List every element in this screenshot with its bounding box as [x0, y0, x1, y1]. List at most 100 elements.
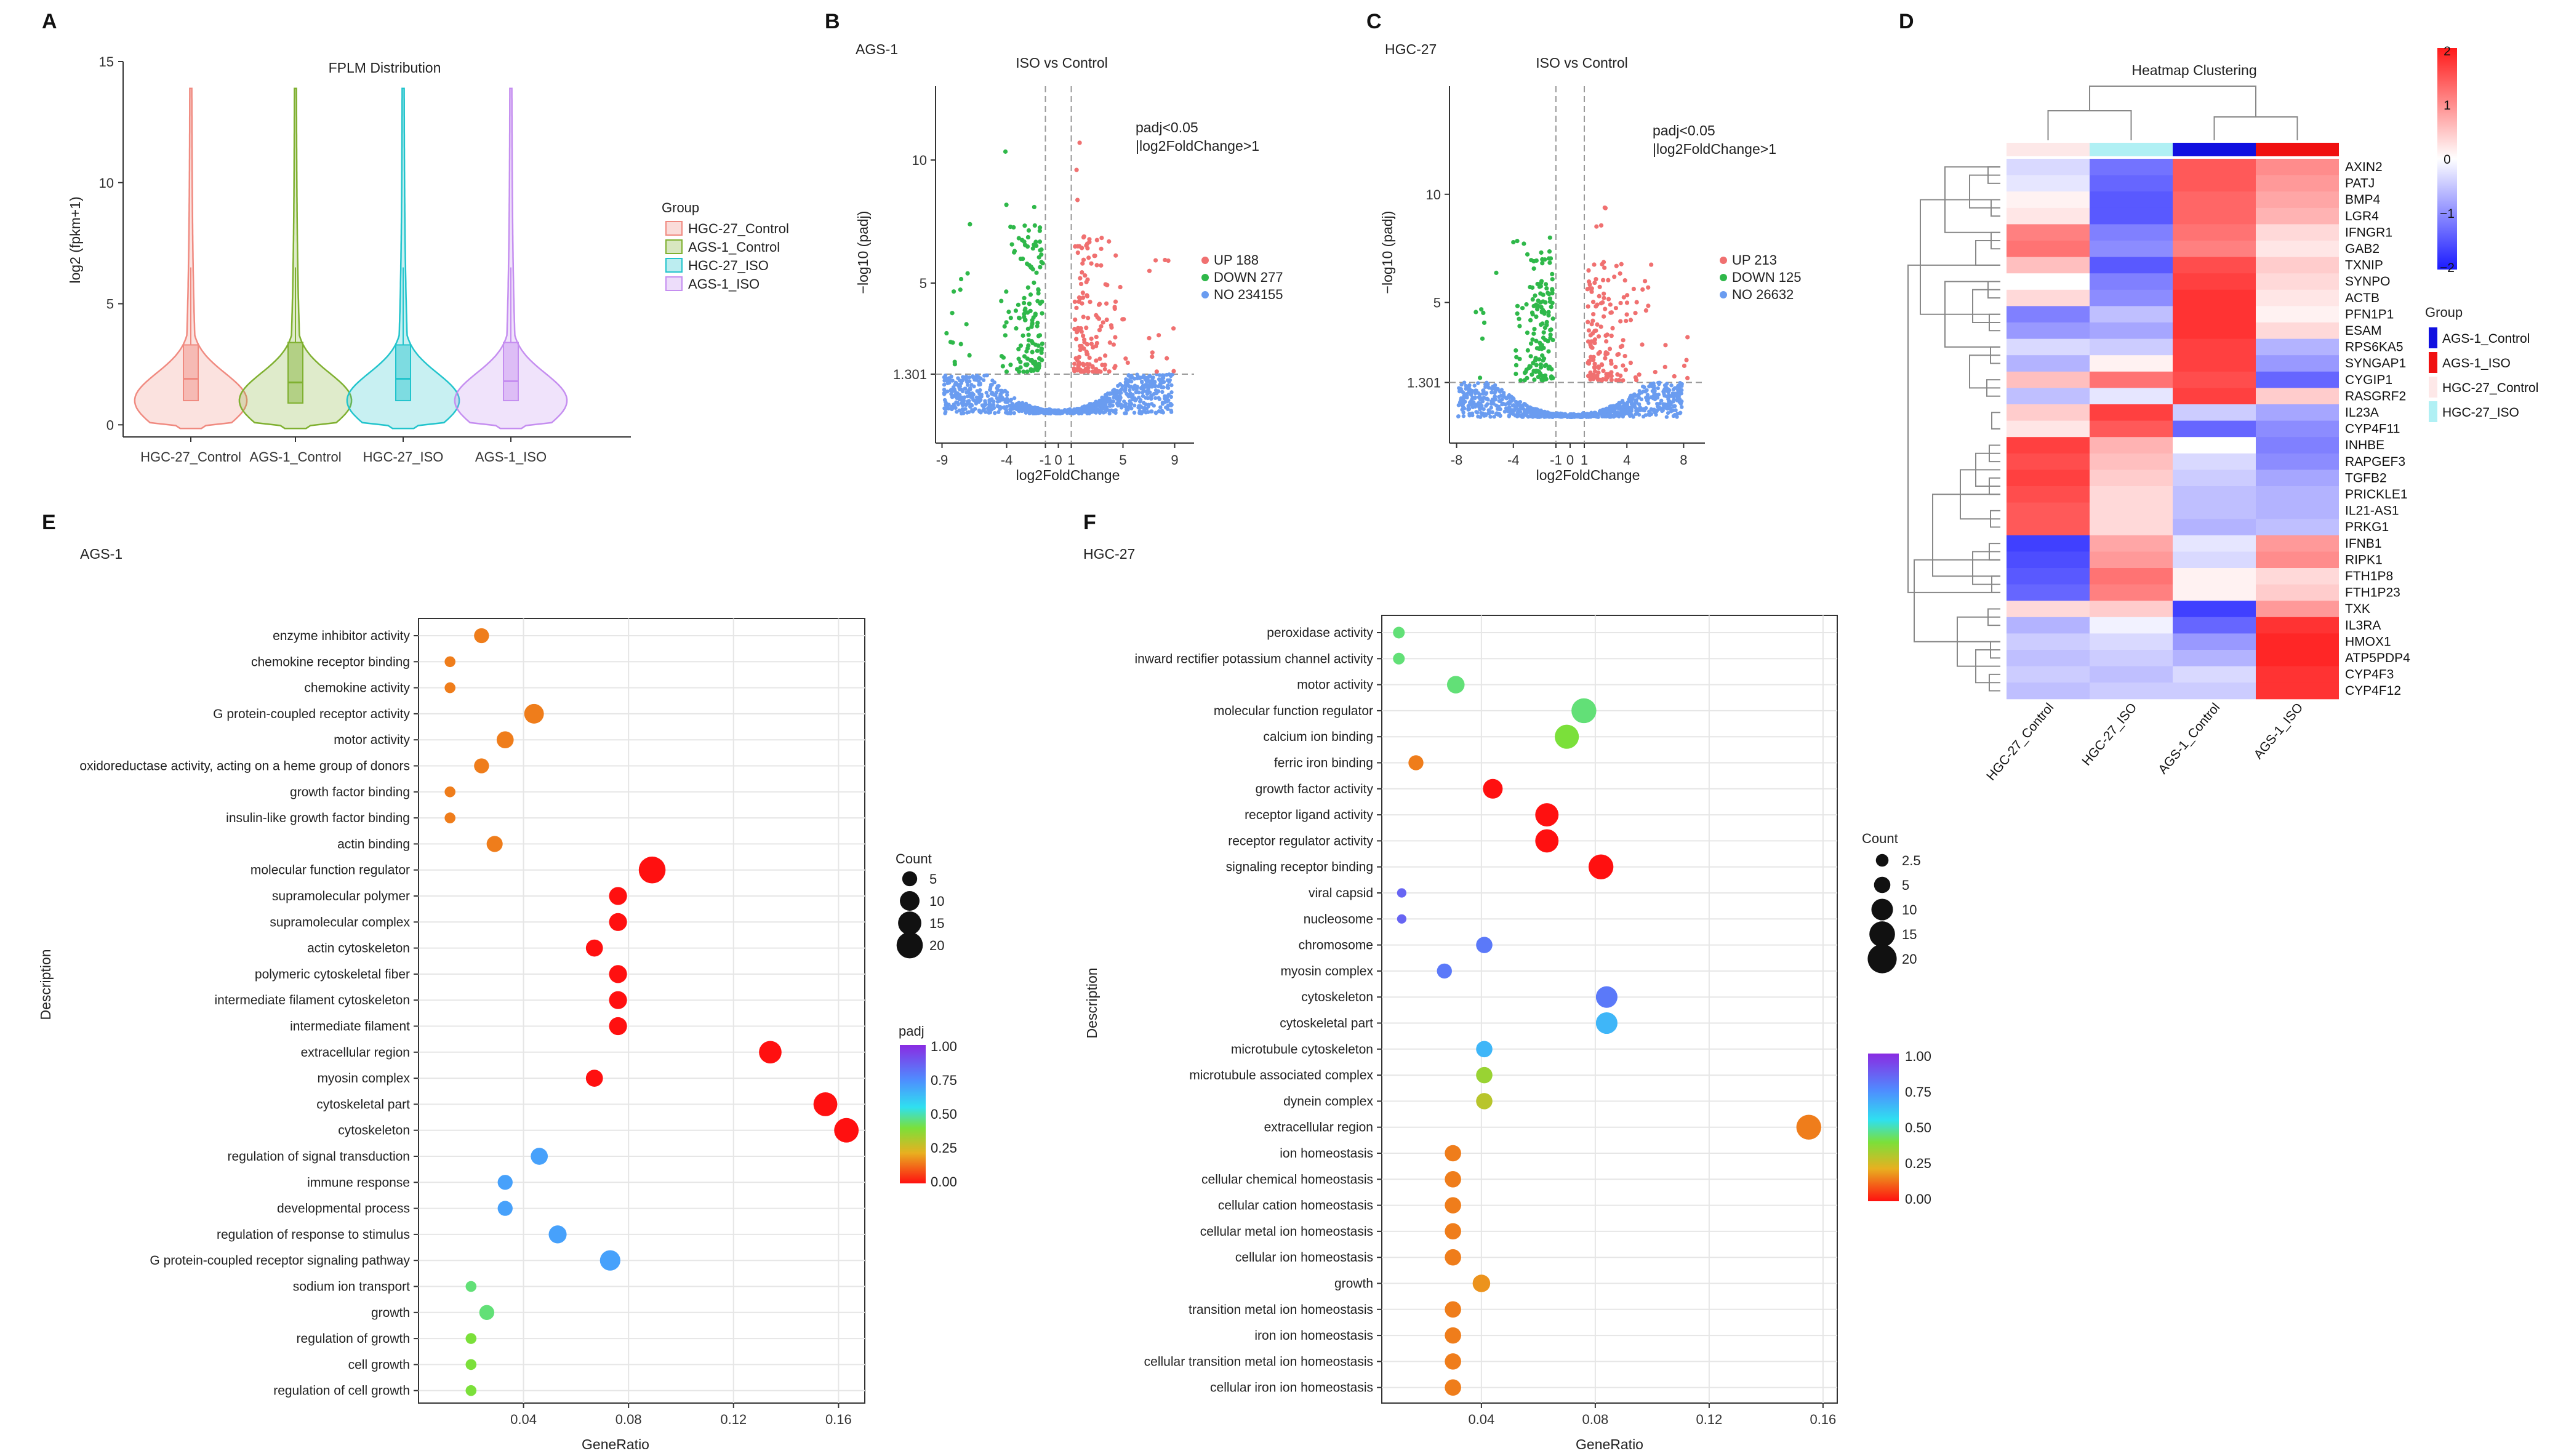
dotplot-x-tick-label: 0.08	[615, 1412, 642, 1427]
volcano-point-up	[1594, 277, 1598, 282]
dotplot-point-chemokine-receptor-binding	[444, 656, 455, 668]
violin-box-ags-1-iso	[503, 342, 519, 401]
heatmap-cell	[2007, 224, 2090, 241]
volcano-point-no	[1481, 407, 1486, 412]
dotplot-point-sodium-ion-transport	[465, 1281, 477, 1292]
volcano-point-up	[1606, 297, 1611, 302]
volcano-point-down	[1004, 289, 1009, 294]
volcano-point-down	[1530, 337, 1535, 342]
volcano-point-down	[1511, 239, 1516, 245]
volcano-point-down	[1530, 310, 1535, 315]
heatmap-cell	[2256, 338, 2339, 356]
volcano-point-down	[1514, 354, 1519, 359]
dotplot-point-viral-capsid	[1397, 888, 1406, 898]
volcano-point-up	[1150, 350, 1155, 355]
dotplot-point-polymeric-cytoskeletal-fiber	[609, 965, 627, 983]
dotplot-term-label: developmental process	[277, 1202, 410, 1216]
volcano-point-no	[1139, 375, 1143, 380]
violin-ags-1-control	[238, 87, 353, 430]
volcano-point-no	[1501, 391, 1506, 395]
volcano-point-no	[1528, 408, 1532, 412]
volcano-point-no	[1160, 376, 1165, 380]
heatmap-row-dendrogram	[1969, 354, 2000, 389]
volcano-point-down	[1522, 378, 1527, 383]
heatmap-column-dendrogram	[2213, 116, 2298, 140]
volcano-point-no	[1136, 406, 1141, 410]
dotplot-e-y-label: Description	[38, 949, 54, 1020]
heatmap-cell	[2173, 420, 2256, 438]
volcano-point-down	[1549, 305, 1554, 310]
volcano-point-up	[1602, 295, 1606, 300]
volcano-point-down	[1550, 271, 1555, 277]
violin-legend-key	[665, 276, 683, 291]
volcano-point-no	[1139, 379, 1144, 384]
volcano-point-down	[1538, 300, 1543, 305]
dotplot-term-label: ferric iron binding	[1274, 756, 1373, 770]
dotplot-point-cellular-cation-homeostasis	[1445, 1197, 1461, 1214]
dotplot-term-label: extracellular region	[301, 1046, 410, 1060]
dotplot-point-dynein-complex	[1476, 1093, 1493, 1110]
volcano-point-no	[1500, 397, 1504, 402]
volcano-point-up	[1602, 314, 1606, 319]
volcano-point-no	[1637, 389, 1642, 393]
volcano-point-up	[1589, 322, 1594, 327]
volcano-point-no	[1137, 399, 1142, 404]
heatmap-cell	[2090, 224, 2173, 241]
volcano-point-no	[1027, 408, 1032, 412]
dotplot-point-growth-factor-binding	[444, 786, 455, 798]
volcano-point-no	[1581, 410, 1586, 415]
volcano-point-up	[1107, 340, 1112, 345]
dotplot-x-tick-label: 0.04	[1468, 1412, 1494, 1427]
volcano-point-no	[983, 399, 987, 403]
heatmap-cell	[2173, 601, 2256, 618]
volcano-point-no	[1123, 411, 1127, 415]
volcano-point-up	[1607, 346, 1613, 351]
volcano-point-up	[1087, 355, 1092, 361]
panel-label-f: F	[1083, 511, 1096, 534]
volcano-point-up	[1081, 334, 1086, 338]
heatmap-cell	[2256, 666, 2339, 683]
heatmap-gene-label: IFNGR1	[2345, 225, 2392, 239]
heatmap-cell	[2090, 584, 2173, 601]
heatmap-cell	[2090, 682, 2173, 700]
volcano-point-no	[1555, 411, 1560, 415]
volcano-point-no	[1068, 410, 1072, 415]
volcano-point-no	[1150, 402, 1154, 406]
heatmap-cell	[2256, 207, 2339, 225]
volcano-point-down	[1004, 369, 1009, 374]
volcano-point-up	[1163, 257, 1168, 263]
heatmap-cell	[2256, 322, 2339, 340]
volcano-point-up	[1083, 273, 1088, 278]
volcano-point-no	[1474, 388, 1478, 393]
dotplot-point-ion-homeostasis	[1445, 1145, 1461, 1162]
volcano-point-no	[1654, 412, 1658, 417]
heatmap-column-label: AGS-1_ISO	[2251, 700, 2306, 762]
volcano-point-up	[1592, 361, 1597, 366]
volcano-point-no	[995, 396, 1000, 401]
volcano-point-down	[1533, 358, 1538, 363]
volcano-point-down	[1028, 292, 1033, 297]
volcano-point-down	[1520, 306, 1525, 311]
volcano-point-up	[1077, 362, 1082, 367]
dotplot-point-motor-activity	[1446, 676, 1465, 694]
volcano-point-no	[1051, 409, 1056, 414]
volcano-point-down	[1517, 324, 1522, 329]
volcano-point-up	[1157, 333, 1161, 338]
dotplot-term-label: chromosome	[1299, 938, 1373, 953]
volcano-point-no	[1477, 405, 1481, 409]
heatmap-cell	[2256, 584, 2339, 601]
volcano-point-down	[1004, 202, 1009, 207]
volcano-point-up	[1624, 312, 1629, 317]
volcano-point-up	[1112, 366, 1117, 370]
panel-label-c: C	[1366, 10, 1382, 33]
volcano-point-up	[1171, 326, 1176, 331]
volcano-point-up	[1099, 324, 1104, 329]
dotplot-x-tick-label: 0.16	[825, 1412, 852, 1427]
volcano-point-no	[1669, 383, 1674, 388]
volcano-point-no	[942, 392, 947, 396]
volcano-point-no	[1132, 403, 1137, 408]
volcano-point-no	[1056, 409, 1060, 414]
volcano-point-no	[1574, 414, 1579, 419]
volcano-point-no	[1483, 412, 1488, 417]
volcano-point-no	[1461, 414, 1466, 418]
